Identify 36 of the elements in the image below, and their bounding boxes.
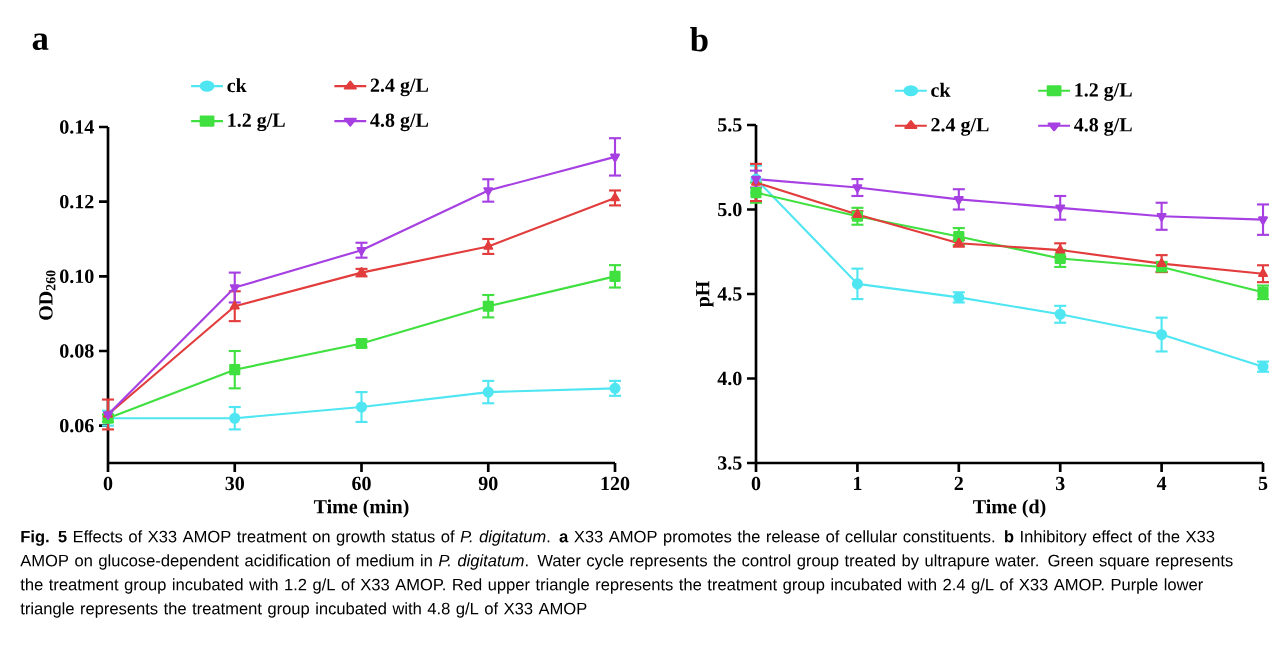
y-tick-label: 0.14: [60, 120, 94, 134]
text: Fig. 5 Effects of X33 AMOP treatment on growth status of P. digitatum. a X33 AMOP promotes the release of cellular constituents. b Inhibitory effect of the X33 AMOP on glucose-dependent acidification of medium in P. digitatum. Water cycle represents the control group treated by ultrapure water. Green square represents the treatment group incubated with 1.2 g/L of X33 AMOP. Red upper triangle represents the treatment group incubated with 2.4 g/L of X33 AMOP. Purple lower triangle represents the treatment group incubated with 4.8 g/L of X33 AMOP: [20, 530, 1233, 618]
y-tick-label: 0.10: [60, 269, 94, 284]
x-tick-label: 0: [751, 476, 761, 491]
x-tick-label: 30: [225, 476, 244, 491]
legend-label: 1.2 g/L: [1075, 83, 1132, 101]
y-tick-label: 5.5: [718, 118, 742, 132]
x-axis-title: Time (d): [973, 499, 1046, 518]
y-axis-title: pH: [696, 281, 714, 308]
y-tick-label: 4.5: [717, 287, 742, 301]
y-tick-label: 3.5: [718, 456, 742, 470]
x-tick-label: 2: [954, 476, 963, 490]
y-axis-title: OD$_{260}$: [39, 270, 56, 320]
legend-label: ck: [931, 82, 951, 97]
chart-title: a: [32, 33, 49, 51]
x-tick-label: 120: [601, 476, 630, 491]
x-axis-title: Time (min): [313, 499, 409, 518]
legend-label: ck: [227, 78, 247, 93]
legend-label: 2.4 g/L: [931, 118, 989, 136]
x-tick-label: 60: [352, 476, 371, 491]
x-tick-label: 4: [1156, 476, 1167, 490]
x-tick-label: 90: [478, 476, 498, 491]
x-tick-label: 5: [1258, 476, 1268, 490]
chart-title: b: [690, 27, 708, 52]
legend-label: 4.8 g/L: [370, 113, 429, 132]
x-tick-label: 1: [854, 476, 862, 490]
y-tick-label: 0.12: [60, 194, 94, 209]
y-tick-label: 0.08: [60, 344, 94, 358]
x-tick-label: 3: [1055, 476, 1065, 491]
legend-label: 1.2 g/L: [228, 113, 285, 132]
legend-label: 4.8 g/L: [1074, 118, 1132, 136]
y-tick-label: 4.0: [717, 371, 742, 386]
y-tick-label: 5.0: [718, 202, 742, 217]
legend-label: 2.4 g/L: [370, 78, 429, 97]
x-tick-label: 0: [103, 476, 113, 491]
y-tick-label: 0.06: [60, 418, 94, 433]
